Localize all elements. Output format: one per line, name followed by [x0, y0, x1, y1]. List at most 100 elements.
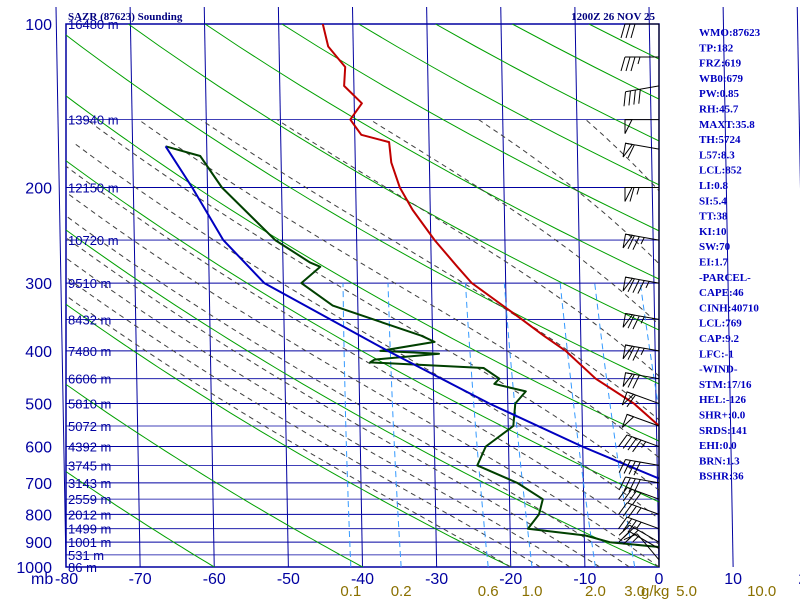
index-line: EI:1.7 — [699, 257, 729, 269]
wind-barb-full — [632, 236, 640, 250]
mixing-ratio-label: 2.0 — [585, 583, 606, 600]
index-line: STM:17/16 — [699, 379, 752, 391]
pressure-tick-label: 900 — [25, 535, 52, 552]
height-label: 3745 m — [68, 458, 111, 473]
moist-adiabat-line — [72, 141, 659, 520]
isotherm-line — [203, 6, 215, 568]
mixing-ratio-label: 0.1 — [340, 583, 361, 600]
wind-barb-full — [627, 529, 639, 541]
index-line: SRDS:141 — [699, 425, 747, 437]
temp-tick-label: -40 — [351, 571, 374, 588]
wind-barb-full — [632, 492, 642, 505]
height-label: 1001 m — [68, 535, 111, 550]
wind-barb-flag — [621, 391, 635, 406]
wind-barb-full — [620, 56, 626, 72]
wind-barb — [618, 434, 660, 453]
wind-barb-flag — [621, 413, 635, 428]
wind-barb-full — [627, 520, 637, 533]
wind-barb-half — [637, 56, 641, 65]
temp-tick-label: 20 — [798, 571, 800, 588]
wind-barb-full — [627, 235, 635, 250]
index-line: -WIND- — [699, 364, 738, 376]
height-label: 4392 m — [68, 440, 111, 455]
wind-barb — [622, 312, 660, 330]
wind-barb-half — [636, 521, 642, 529]
wind-barb-full — [620, 23, 626, 39]
wind-barb-flag — [622, 233, 634, 249]
dry-adiabat-line — [66, 34, 659, 385]
temp-tick-label: -50 — [277, 571, 300, 588]
wind-barb — [620, 23, 659, 39]
height-label: 9510 m — [68, 276, 111, 291]
moist-adiabat-line — [276, 119, 659, 377]
mixing-ratio-label: 3.0 — [624, 583, 645, 600]
mixing-ratio-label: 0.2 — [391, 583, 412, 600]
height-label: 16480 m — [68, 17, 119, 32]
wind-barb-shaft — [625, 85, 660, 93]
wind-barb — [622, 372, 660, 389]
isotherm-line — [500, 6, 512, 568]
index-line: EHI:0.0 — [699, 440, 737, 452]
index-line: HEL:-126 — [699, 394, 747, 406]
wind-barb-full — [627, 346, 635, 360]
isotherm-line — [426, 6, 438, 568]
wind-barb-full — [618, 502, 628, 515]
parcel-trace — [164, 145, 659, 480]
wind-barb-full — [622, 504, 633, 517]
wind-barb-full — [633, 479, 641, 493]
wind-barb — [620, 56, 659, 72]
moist-adiabat-line — [66, 276, 541, 567]
isotherm-line — [277, 6, 289, 568]
pressure-tick-label: 1000 — [16, 560, 52, 577]
pressure-tick-label: 800 — [25, 507, 52, 524]
wind-barb — [624, 186, 659, 202]
wind-barb-full — [638, 89, 641, 104]
wind-barb-flag — [622, 372, 634, 387]
dry-adiabat-line — [66, 383, 364, 567]
wind-barb-full — [626, 394, 636, 408]
index-line: FRZ:619 — [699, 58, 742, 70]
wind-barb — [622, 142, 660, 159]
index-line: LI:0.8 — [699, 180, 729, 192]
index-line: CINH:40710 — [699, 302, 759, 314]
pressure-tick-label: 400 — [25, 344, 52, 361]
index-line: SHR+:0.0 — [699, 410, 746, 422]
wind-barb-full — [628, 478, 636, 493]
wind-barb-shaft — [626, 487, 660, 500]
wind-barb-shaft — [625, 459, 660, 466]
moist-adiabat-line — [66, 215, 630, 567]
isotherm-line — [352, 6, 363, 568]
index-line: LCL:769 — [699, 318, 742, 330]
index-line: LFC:-1 — [699, 348, 734, 360]
wind-barb-full — [633, 89, 636, 105]
dry-adiabat-line — [66, 160, 659, 503]
wind-barbs — [618, 23, 660, 567]
wind-barb-full — [625, 56, 631, 72]
wind-barb — [618, 516, 660, 533]
wind-barb-full — [629, 187, 635, 202]
wind-barb-flag — [624, 186, 633, 202]
mixing-ratio-label: 10.0 — [747, 583, 776, 600]
dry-adiabat-line — [66, 470, 216, 567]
pressure-unit-label: mb — [31, 571, 53, 588]
index-line: WMO:87623 — [699, 27, 761, 39]
wind-barb-shaft — [625, 476, 660, 484]
height-label: 7480 m — [68, 344, 111, 359]
wind-barb-half — [636, 507, 642, 515]
moist-adiabats — [66, 119, 659, 567]
temp-tick-label: -30 — [425, 571, 448, 588]
wind-barb-flag — [622, 142, 634, 158]
dry-adiabat-line — [204, 24, 659, 280]
temp-tick-label: 0 — [655, 571, 664, 588]
wind-barb-flag — [622, 312, 634, 328]
pressure-tick-label: 200 — [25, 180, 52, 197]
wind-barb — [621, 413, 660, 428]
background-lines — [66, 24, 659, 567]
wind-barb-half — [645, 281, 650, 289]
wind-barb-full — [628, 90, 631, 106]
wind-barb-half — [640, 316, 645, 324]
height-label: 86 m — [68, 560, 97, 575]
wind-barb-full — [637, 280, 645, 294]
pressure-tick-label: 700 — [25, 476, 52, 493]
